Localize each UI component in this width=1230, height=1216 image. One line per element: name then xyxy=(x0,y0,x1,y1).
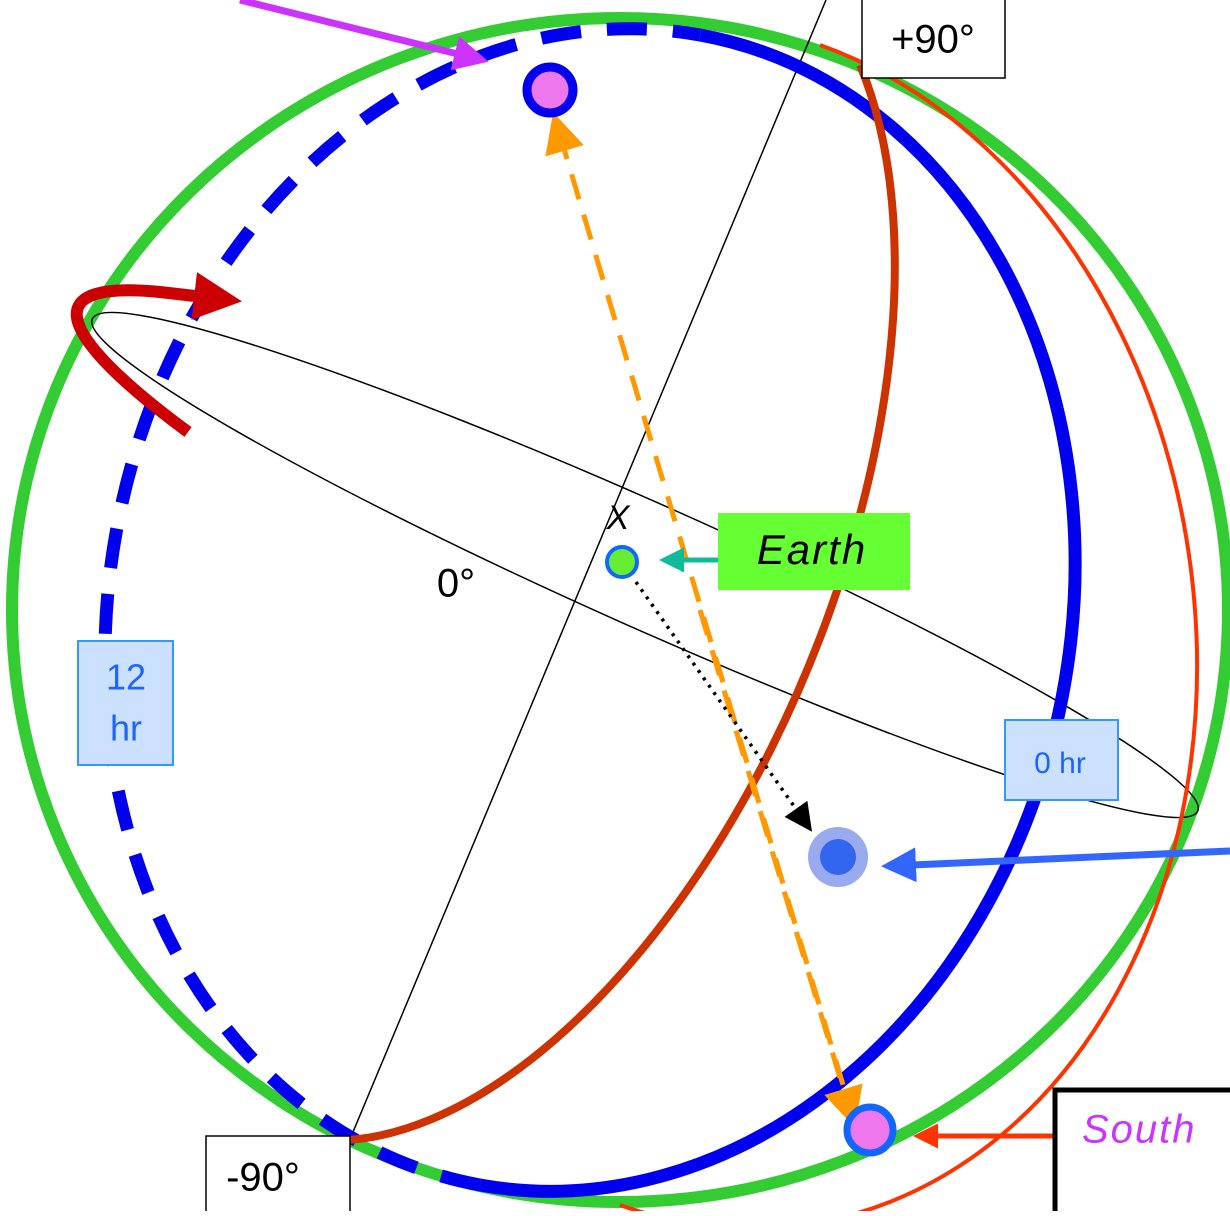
label-box xyxy=(861,0,1006,79)
label-box xyxy=(1052,1087,1230,1216)
label: hr xyxy=(110,708,142,749)
label-box xyxy=(1004,719,1119,801)
label: South xyxy=(1082,1108,1197,1152)
polar-axis xyxy=(319,0,827,1212)
rotation-arrow xyxy=(70,272,242,437)
earth-dot xyxy=(605,545,639,579)
star-dot xyxy=(820,839,856,875)
label: 0° xyxy=(437,562,475,606)
label-box xyxy=(718,513,910,590)
pointer-arrow xyxy=(239,0,489,71)
label: 12 xyxy=(106,657,146,698)
label: X xyxy=(606,499,631,537)
sphere-outline xyxy=(6,12,1230,1208)
pointer-arrow xyxy=(881,847,1230,883)
label-box xyxy=(77,640,174,766)
label: Earth xyxy=(757,526,867,573)
label: 0 hr xyxy=(1034,747,1086,780)
meridian-front xyxy=(478,28,1082,1198)
pole-dot xyxy=(522,62,578,118)
dashed-line-down xyxy=(697,609,863,1128)
label-box xyxy=(205,1135,351,1216)
label: +90° xyxy=(891,18,975,62)
dotted-line xyxy=(634,580,813,832)
meridian-back xyxy=(98,22,702,1192)
meridian-brown xyxy=(319,63,899,1145)
label: -90° xyxy=(226,1156,300,1200)
pole-dot xyxy=(843,1103,897,1157)
